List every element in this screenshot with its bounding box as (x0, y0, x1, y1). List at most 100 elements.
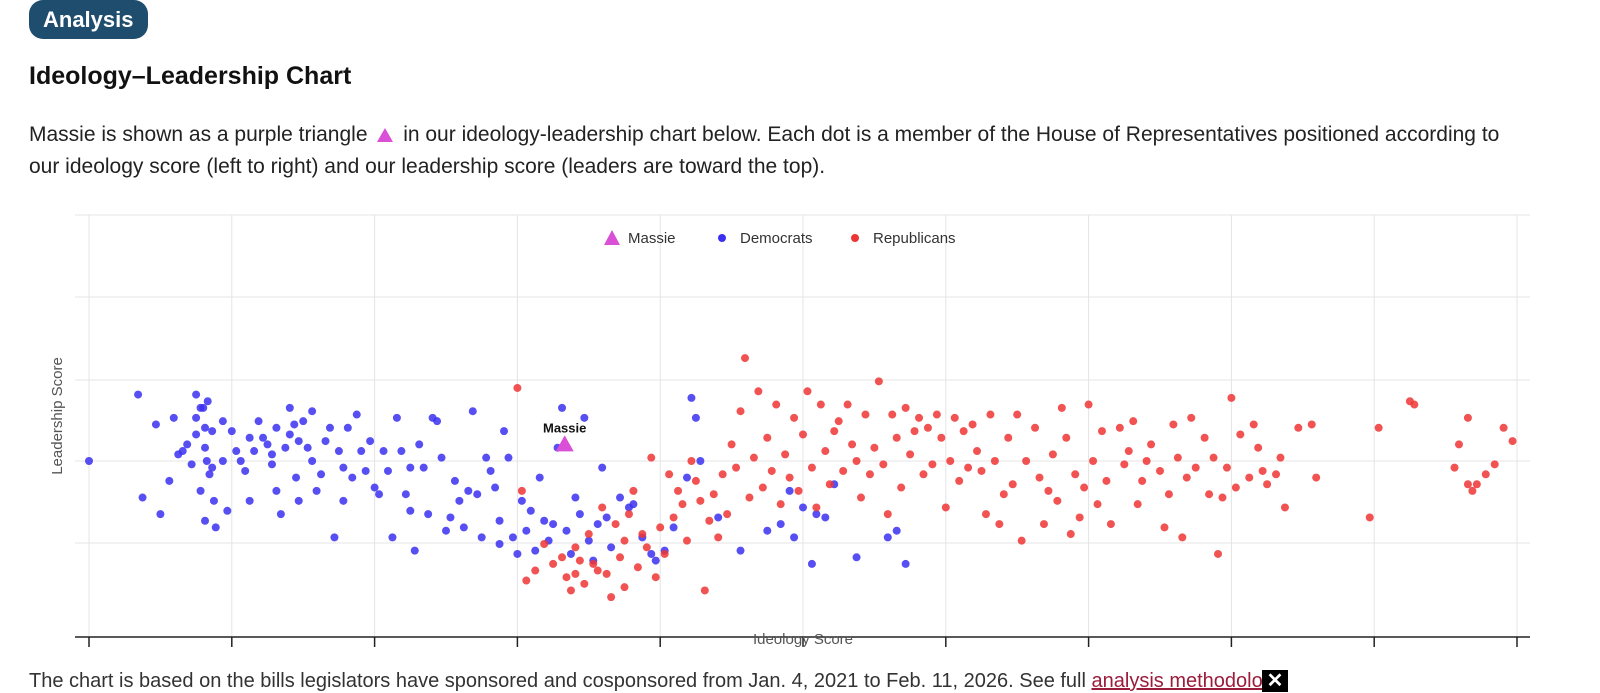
republican-point (781, 450, 790, 459)
democrat-point (776, 520, 785, 529)
republican-point (1272, 470, 1281, 479)
republican-point (1276, 453, 1285, 462)
democrat-point (199, 403, 208, 412)
democrat-point (392, 413, 401, 422)
republican-point (1062, 433, 1071, 442)
republican-point (616, 553, 625, 562)
legend-republicans-marker (851, 234, 859, 242)
democrat-point (566, 549, 575, 558)
democrat-point (459, 523, 468, 532)
republican-point (834, 417, 843, 426)
republican-point (807, 463, 816, 472)
democrat-point (450, 476, 459, 485)
republican-point (678, 500, 687, 509)
republican-point (1075, 513, 1084, 522)
republican-point (995, 520, 1004, 529)
democrat-point (169, 413, 178, 422)
democrat-point (482, 453, 491, 462)
republican-point (968, 420, 977, 429)
republican-point (1182, 473, 1191, 482)
republican-point (772, 400, 781, 409)
democrat-point (513, 549, 522, 558)
democrat-point (397, 447, 406, 456)
republican-point (1463, 480, 1472, 489)
republican-point (749, 453, 758, 462)
democrat-point (799, 503, 807, 512)
democrat-point (580, 413, 589, 422)
democrat-point (259, 433, 268, 442)
republican-point (977, 466, 986, 475)
republican-point (883, 510, 892, 519)
democrat-point (196, 486, 205, 495)
methodology-link[interactable]: analysis methodolog (1091, 670, 1274, 692)
republican-point (874, 377, 883, 386)
republican-point (1481, 470, 1490, 479)
republican-point (1164, 490, 1173, 499)
republican-point (946, 457, 955, 465)
democrat-point (468, 407, 477, 416)
democrat-point (433, 417, 442, 426)
democrat-point (285, 430, 294, 439)
democrat-point (812, 510, 821, 519)
democrat-point (437, 453, 446, 462)
republican-point (1156, 466, 1164, 475)
republican-point (915, 413, 924, 422)
democrat-point (187, 460, 196, 469)
democrat-point (549, 520, 558, 529)
republican-point (1173, 453, 1182, 462)
republican-point (571, 569, 580, 578)
republican-point (700, 586, 709, 595)
democrat-point (250, 447, 259, 456)
close-icon[interactable]: ✕ (1262, 670, 1288, 692)
republican-point (1214, 549, 1223, 558)
democrat-point (852, 553, 861, 562)
democrat-point (202, 457, 211, 465)
democrat-point (165, 476, 174, 485)
republican-point (1191, 463, 1200, 472)
republican-point (973, 447, 982, 456)
republican-point (558, 553, 567, 562)
republican-point (870, 443, 879, 452)
republican-point (843, 400, 852, 409)
intro-paragraph: Massie is shown as a purple triangle in … (29, 119, 1529, 183)
democrat-point (201, 423, 210, 432)
democrat-point (85, 457, 93, 465)
democrat-point (388, 533, 397, 542)
points: Massie (85, 354, 1517, 602)
republican-point (656, 523, 665, 532)
republican-point (776, 500, 785, 509)
legend: Massie Democrats Republicans (604, 230, 956, 247)
republican-point (1080, 483, 1089, 492)
democrat-point (593, 520, 602, 529)
republican-point (1187, 413, 1196, 422)
democrat-point (571, 493, 580, 502)
republican-point (571, 543, 580, 552)
democrat-point (455, 496, 464, 505)
democrat-point (682, 473, 691, 482)
republican-point (513, 383, 522, 392)
republican-point (941, 503, 950, 512)
republican-point (638, 530, 647, 539)
democrat-point (522, 526, 531, 535)
republican-point (879, 460, 888, 469)
democrat-point (691, 413, 700, 422)
republican-point (1035, 473, 1044, 482)
democrat-point (477, 533, 486, 542)
democrat-point (647, 549, 656, 558)
democrat-point (602, 513, 611, 522)
republican-point (1231, 483, 1240, 492)
democrat-point (241, 466, 250, 475)
democrat-point (352, 410, 361, 419)
republican-point (937, 433, 946, 442)
x-axis-label: Ideology Score (753, 631, 853, 648)
democrat-point (294, 437, 303, 446)
democrat-point (442, 526, 450, 535)
republican-point (865, 470, 874, 479)
republican-point (923, 423, 932, 432)
page-title: Ideology–Leadership Chart (29, 62, 352, 90)
democrat-point (134, 390, 143, 399)
democrat-point (317, 470, 326, 479)
democrat-point (526, 506, 535, 515)
republican-point (1008, 480, 1017, 489)
democrat-point (334, 447, 343, 456)
